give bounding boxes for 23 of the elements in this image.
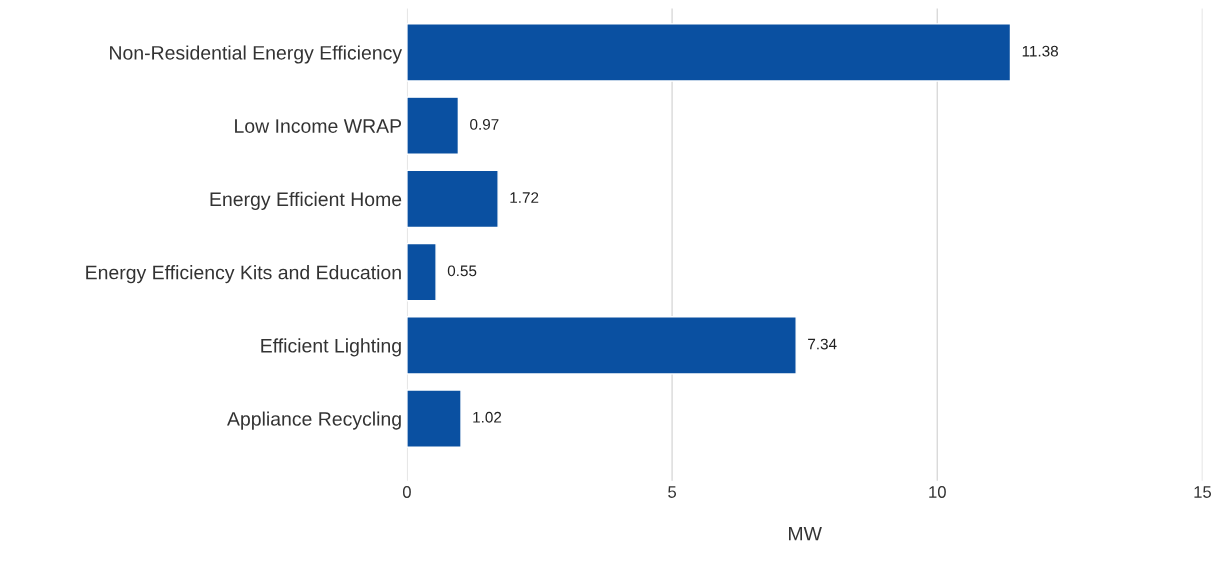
data-label: 1.72 [510,192,539,203]
y-tick-label: Non-Residential Energy Efficiency [110,45,403,64]
x-tick-label: 0 [402,486,411,498]
bar [406,96,460,155]
x-tick-label: 15 [1194,486,1212,498]
data-label: 1.02 [473,411,502,423]
x-tick-label: 10 [929,486,946,498]
bar [406,23,1012,82]
data-label: 0.55 [447,265,477,277]
x-tick-label: 5 [668,486,677,498]
bar [406,316,797,375]
data-label: 11.38 [1022,45,1059,57]
bar [406,169,499,229]
data-label: 0.97 [470,118,499,130]
data-label: 7.34 [808,338,837,350]
y-tick-label: Appliance Recycling [227,411,401,430]
bar [406,242,437,302]
y-tick-label: Efficient Lighting [261,338,401,357]
y-tick-label: Low Income WRAP [235,119,402,133]
y-tick-label: Energy Efficiency Kits and Education [86,265,401,284]
y-tick-label: Energy Efficient Home [210,191,402,210]
x-axis-title: MW [789,526,822,541]
bar [406,389,462,448]
